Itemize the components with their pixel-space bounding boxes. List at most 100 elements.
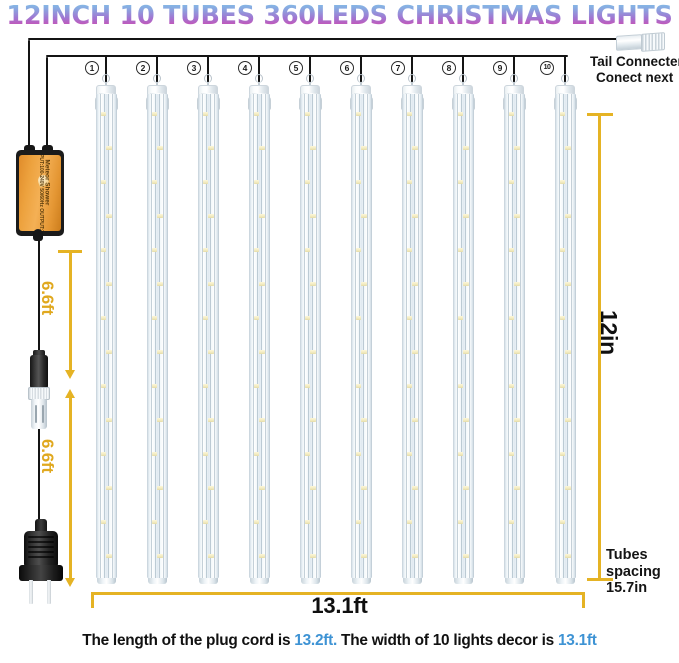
- tube-led: [310, 486, 316, 491]
- tube-led: [406, 180, 413, 185]
- tube-led: [202, 180, 209, 185]
- tube-bottom-tip: [147, 578, 167, 584]
- tube-bottom-tip: [96, 578, 116, 584]
- tube-hook-stem: [309, 82, 311, 86]
- tube-led: [508, 384, 515, 389]
- width-measure-line: [91, 592, 584, 595]
- tube-led: [106, 554, 112, 559]
- tube-led: [157, 418, 163, 423]
- tube-led: [412, 418, 418, 423]
- power-adapter: Meteor Shower INPUT:100-240V 50/60Hz OUT…: [12, 141, 68, 241]
- tube-led: [100, 248, 107, 253]
- cord-lower-measure-line: [69, 396, 72, 581]
- tube-led: [508, 520, 515, 525]
- tube-inner-strip: [100, 94, 101, 578]
- tube-body: [197, 94, 219, 578]
- tube-led: [310, 418, 316, 423]
- tube-led: [253, 112, 260, 117]
- connector-male-tip: [33, 350, 45, 356]
- tube-led: [406, 316, 413, 321]
- cord-upper-label: 6.6ft: [38, 281, 57, 315]
- tube-inner-strip: [265, 94, 266, 578]
- tube-led: [457, 384, 464, 389]
- tube-led: [355, 180, 362, 185]
- tube-led: [355, 452, 362, 457]
- tube-led: [259, 418, 265, 423]
- connector-prong-right: [42, 405, 44, 423]
- tube-led: [514, 554, 520, 559]
- tube-led: [253, 452, 260, 457]
- tube-led: [508, 112, 515, 117]
- tube-led: [202, 316, 209, 321]
- tube-body: [452, 94, 474, 578]
- tube-led: [208, 282, 214, 287]
- tube-led: [514, 282, 520, 287]
- tube-inner-strip: [363, 94, 364, 578]
- tube-led: [253, 316, 260, 321]
- page-title: 12INCH 10 TUBES 360LEDS CHRISTMAS LIGHTS: [0, 1, 679, 31]
- tube-bottom-tip: [504, 578, 524, 584]
- adapter-wire-left-vertical: [28, 40, 31, 152]
- tube-led: [310, 350, 316, 355]
- tube-led: [151, 520, 158, 525]
- tube-led: [457, 520, 464, 525]
- tubes-spacing-line2: spacing: [606, 563, 661, 580]
- tube-led: [412, 282, 418, 287]
- tube-led: [208, 146, 214, 151]
- tube-led: [157, 214, 163, 219]
- tube-body: [503, 94, 525, 578]
- top-bus-wire: [28, 38, 634, 41]
- tube-inner-strip: [520, 94, 521, 578]
- tube-led: [463, 214, 469, 219]
- connector-female-body: [31, 399, 47, 429]
- tube-led: [559, 452, 566, 457]
- tube-led: [259, 146, 265, 151]
- tube-led: [253, 520, 260, 525]
- tube-led: [412, 146, 418, 151]
- tube-led: [157, 554, 163, 559]
- tube-led: [310, 282, 316, 287]
- tube-inner-strip: [104, 94, 105, 578]
- tube-led: [100, 112, 107, 117]
- plug-rib: [28, 541, 54, 543]
- drop-wire-6: [360, 55, 363, 86]
- tube-body: [299, 94, 321, 578]
- drop-wire-9: [513, 55, 516, 86]
- tube-led: [412, 486, 418, 491]
- tube-inner-strip: [355, 94, 356, 578]
- tube-led: [253, 180, 260, 185]
- hanger-bus-wire: [46, 55, 568, 58]
- tube-led: [559, 180, 566, 185]
- tube-led: [151, 248, 158, 253]
- caption-part-2: The width of 10 lights decor is: [337, 632, 558, 649]
- tube-bottom-tip: [555, 578, 575, 584]
- drop-wire-7: [411, 55, 414, 86]
- tube-led: [406, 520, 413, 525]
- tube-inner-strip: [563, 94, 564, 578]
- tube-number-badge-8: 8: [442, 61, 456, 75]
- caption-value-cord-length: 13.2ft.: [294, 632, 338, 649]
- tube-inner-strip: [414, 94, 415, 578]
- tube-led: [304, 452, 311, 457]
- tube-led: [202, 384, 209, 389]
- tube-led: [565, 418, 571, 423]
- width-tick-left: [91, 592, 94, 608]
- tube-inner-strip: [316, 94, 317, 578]
- tube-inner-strip: [253, 94, 254, 578]
- tube-number-badge-4: 4: [238, 61, 252, 75]
- tube-inner-strip: [516, 94, 517, 578]
- tube-inner-strip: [567, 94, 568, 578]
- tube-led: [559, 316, 566, 321]
- adapter-spec-text: INPUT:100-240V 50/60Hz OUTPUT:31V 18W CE: [38, 155, 45, 231]
- tube-led: [208, 350, 214, 355]
- drop-wire-2: [156, 55, 159, 86]
- plug-base: [19, 565, 63, 581]
- tube-hook-stem: [207, 82, 209, 86]
- cord-lower-label: 6.6ft: [38, 439, 57, 473]
- tube-led: [106, 418, 112, 423]
- tube-led: [463, 282, 469, 287]
- tube-led: [559, 520, 566, 525]
- tube-inner-strip: [151, 94, 152, 578]
- tube-inner-strip: [108, 94, 109, 578]
- tube-bottom-tip: [198, 578, 218, 584]
